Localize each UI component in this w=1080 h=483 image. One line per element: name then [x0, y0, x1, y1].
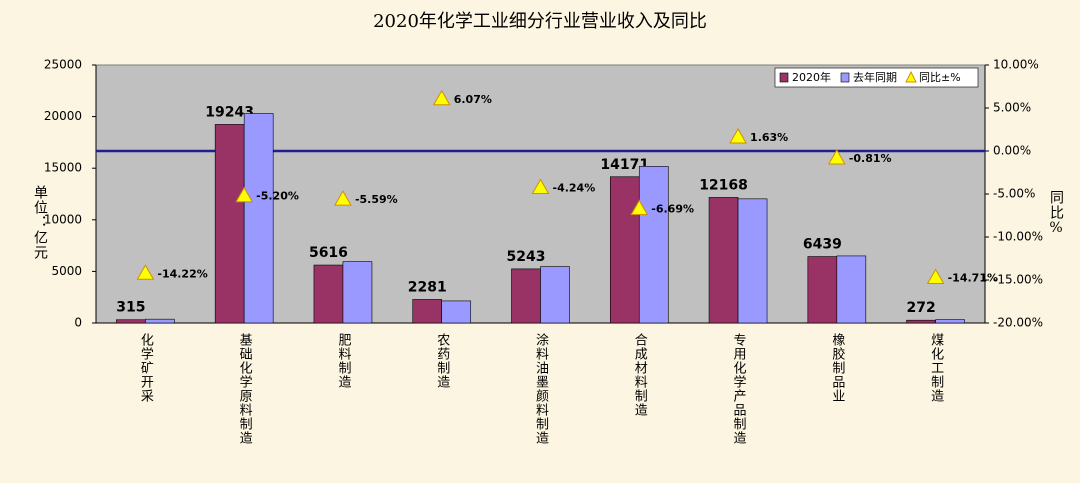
x-tick-label: 涂料油墨颜料制造 — [533, 332, 549, 445]
legend-swatch — [905, 70, 917, 83]
bar — [609, 176, 640, 324]
data-label: 272 — [906, 300, 935, 316]
bar — [638, 166, 669, 324]
bar — [412, 299, 443, 324]
y-tick-label: 20000 — [44, 109, 82, 123]
bar — [807, 256, 838, 324]
y-tick-label: 25000 — [44, 58, 82, 72]
x-tick-label: 煤化工制造 — [928, 333, 944, 403]
data-label: -6.69% — [651, 203, 694, 216]
bar — [243, 113, 274, 324]
x-tick-label: 合成材料制造 — [632, 333, 648, 417]
data-label: 6.07% — [454, 93, 492, 106]
data-label: 2281 — [408, 279, 447, 295]
y-tick-label: 0 — [74, 316, 82, 330]
bar — [313, 264, 344, 324]
y2-tick-label: -20.00% — [993, 316, 1043, 330]
data-label: -5.20% — [256, 190, 299, 203]
y-tick-label: 5000 — [51, 264, 82, 278]
bar — [342, 261, 373, 324]
bar — [511, 268, 541, 324]
legend-label: 同比±% — [919, 71, 961, 84]
y2-tick-label: 10.00% — [993, 58, 1039, 72]
marker — [630, 199, 649, 216]
x-tick-label: 橡胶制品业 — [829, 333, 845, 403]
marker — [235, 186, 254, 203]
y2-axis-title: 同比% — [1048, 190, 1064, 237]
marker — [432, 89, 451, 106]
data-label: 1.63% — [750, 131, 788, 144]
marker — [531, 178, 550, 194]
y2-tick-label: -10.00% — [993, 230, 1043, 244]
y2-tick-label: 5.00% — [993, 101, 1031, 115]
y-axis-title: 单位：亿元 — [32, 185, 48, 260]
y-tick-label: 15000 — [44, 161, 82, 175]
data-label: 19243 — [205, 104, 254, 120]
data-label: 6439 — [803, 237, 842, 253]
bar — [836, 255, 867, 324]
x-tick-label: 化学矿开采 — [138, 333, 154, 403]
marker — [729, 127, 747, 144]
data-label: -14.22% — [157, 267, 207, 280]
marker — [334, 190, 352, 206]
bar — [540, 266, 570, 324]
bar — [441, 300, 472, 324]
x-tick-label: 农药制造 — [434, 333, 450, 389]
bar — [214, 124, 245, 324]
data-label: -5.59% — [355, 193, 398, 206]
bar — [906, 319, 936, 324]
data-label: 12168 — [699, 177, 748, 193]
data-label: 5616 — [309, 245, 348, 261]
marker — [827, 148, 846, 165]
bar — [116, 319, 146, 324]
legend-label: 2020年 — [792, 70, 831, 84]
bar — [935, 319, 965, 324]
x-tick-label: 基础化学原料制造 — [237, 333, 253, 445]
bar — [145, 318, 175, 324]
x-tick-label: 肥料制造 — [335, 333, 351, 389]
legend-swatch — [779, 72, 789, 83]
data-label: 5243 — [507, 249, 546, 265]
legend-label: 去年同期 — [853, 70, 897, 84]
y2-tick-label: -5.00% — [993, 187, 1035, 201]
marker — [136, 264, 155, 280]
chart-title: 2020年化学工业细分行业营业收入及同比 — [373, 11, 707, 32]
data-label: -4.24% — [553, 181, 596, 194]
data-label: 14171 — [600, 157, 649, 173]
y-tick-label: 10000 — [44, 212, 82, 226]
bar — [708, 197, 739, 324]
y2-tick-label: 0.00% — [993, 144, 1031, 158]
legend-swatch — [840, 72, 850, 83]
x-tick-label: 专用化学产品制造 — [731, 333, 747, 445]
marker — [926, 268, 945, 285]
y2-tick-label: -15.00% — [993, 273, 1043, 287]
data-label: -0.81% — [849, 152, 892, 165]
data-label: 315 — [116, 300, 145, 316]
bar — [737, 198, 768, 324]
legend-box — [774, 67, 979, 88]
data-label: -14.71% — [948, 272, 998, 285]
